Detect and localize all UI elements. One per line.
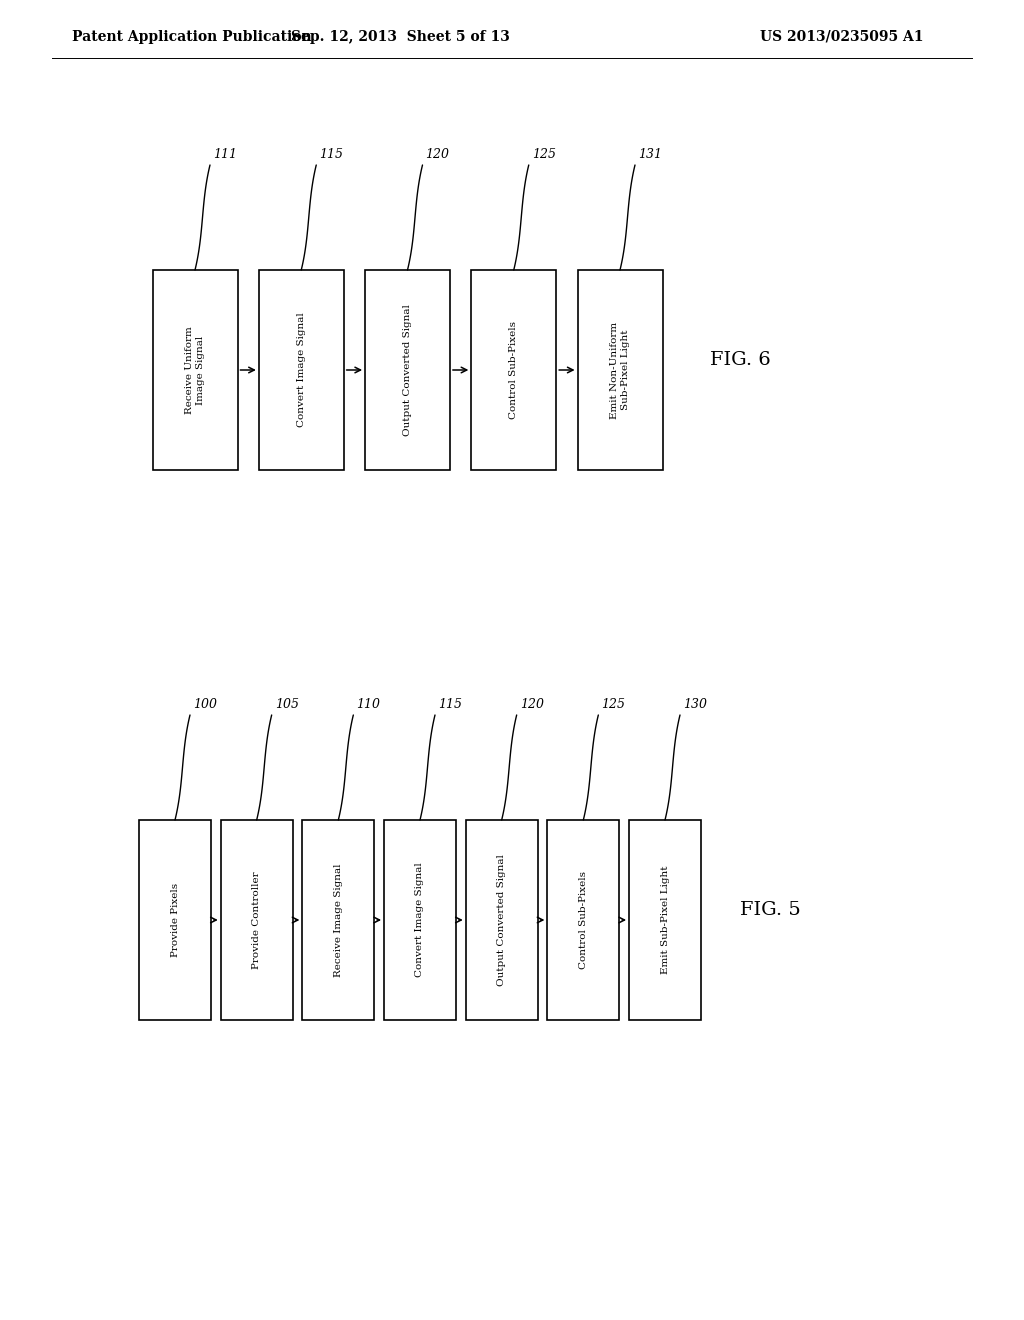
Text: Provide Controller: Provide Controller: [252, 871, 261, 969]
Text: 125: 125: [601, 698, 626, 711]
Bar: [578, 271, 663, 470]
Text: 100: 100: [193, 698, 217, 711]
Bar: [220, 820, 293, 1020]
Text: Emit Non-Uniform
Sub-Pixel Light: Emit Non-Uniform Sub-Pixel Light: [610, 322, 630, 418]
Text: 120: 120: [426, 148, 450, 161]
Text: 115: 115: [319, 148, 343, 161]
Text: 111: 111: [213, 148, 237, 161]
Bar: [153, 271, 238, 470]
Text: 131: 131: [638, 148, 662, 161]
Text: Control Sub-Pixels: Control Sub-Pixels: [509, 321, 518, 418]
Text: Emit Sub-Pixel Light: Emit Sub-Pixel Light: [660, 866, 670, 974]
Bar: [384, 820, 456, 1020]
Text: 120: 120: [519, 698, 544, 711]
Text: 110: 110: [356, 698, 380, 711]
Text: 105: 105: [274, 698, 299, 711]
Text: US 2013/0235095 A1: US 2013/0235095 A1: [760, 30, 924, 44]
Text: 130: 130: [683, 698, 707, 711]
Text: Convert Image Signal: Convert Image Signal: [416, 863, 425, 977]
Bar: [365, 271, 450, 470]
Text: Control Sub-Pixels: Control Sub-Pixels: [579, 871, 588, 969]
Bar: [259, 271, 344, 470]
Bar: [629, 820, 701, 1020]
Text: Provide Pixels: Provide Pixels: [171, 883, 179, 957]
Text: FIG. 5: FIG. 5: [740, 902, 801, 919]
Text: Patent Application Publication: Patent Application Publication: [72, 30, 311, 44]
Bar: [471, 271, 556, 470]
Text: Sep. 12, 2013  Sheet 5 of 13: Sep. 12, 2013 Sheet 5 of 13: [291, 30, 509, 44]
Text: Receive Image Signal: Receive Image Signal: [334, 863, 343, 977]
Bar: [302, 820, 375, 1020]
Text: Convert Image Signal: Convert Image Signal: [297, 313, 306, 428]
Bar: [548, 820, 620, 1020]
Text: Output Converted Signal: Output Converted Signal: [498, 854, 506, 986]
Text: 125: 125: [531, 148, 556, 161]
Text: FIG. 6: FIG. 6: [710, 351, 771, 370]
Bar: [466, 820, 538, 1020]
Text: Output Converted Signal: Output Converted Signal: [403, 304, 412, 436]
Text: Receive Uniform
Image Signal: Receive Uniform Image Signal: [185, 326, 205, 414]
Bar: [139, 820, 211, 1020]
Text: 115: 115: [438, 698, 462, 711]
